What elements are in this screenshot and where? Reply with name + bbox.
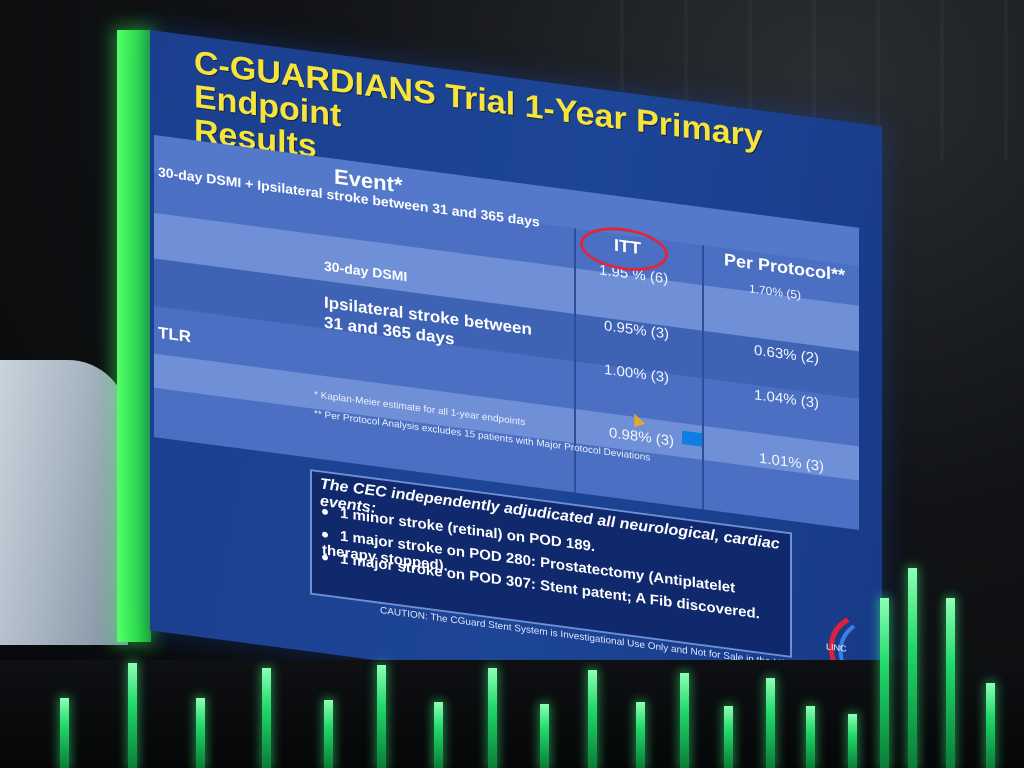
led-green-strip xyxy=(117,30,151,642)
led-bar xyxy=(908,568,917,768)
projection-screen: C-GUARDIANS Trial 1-Year Primary Endpoin… xyxy=(150,30,882,727)
led-bar xyxy=(724,706,733,768)
led-bar xyxy=(848,714,857,768)
led-bar xyxy=(488,668,497,768)
led-bar xyxy=(636,702,645,768)
row-label-tlr: TLR xyxy=(158,323,192,347)
led-bar xyxy=(986,683,995,768)
led-bar xyxy=(540,704,549,768)
led-bar xyxy=(377,665,386,768)
led-bar xyxy=(324,700,333,768)
blue-marker xyxy=(682,430,702,447)
led-bar xyxy=(880,598,889,768)
led-bar xyxy=(434,702,443,768)
bullet-icon xyxy=(322,554,328,561)
logo-text: LINC xyxy=(826,641,847,653)
led-bar xyxy=(766,678,775,768)
led-bar xyxy=(680,673,689,768)
led-bar xyxy=(806,706,815,768)
led-bar xyxy=(128,663,137,768)
column-divider-2 xyxy=(702,245,704,510)
bullet-icon xyxy=(322,531,328,538)
bullet-icon xyxy=(322,508,328,516)
led-bar xyxy=(262,668,271,768)
presenter-silhouette xyxy=(0,360,128,645)
led-bar xyxy=(946,598,955,768)
led-bar xyxy=(588,670,597,768)
stage-floor xyxy=(0,660,1024,768)
led-bar xyxy=(196,698,205,768)
led-bar xyxy=(60,698,69,768)
